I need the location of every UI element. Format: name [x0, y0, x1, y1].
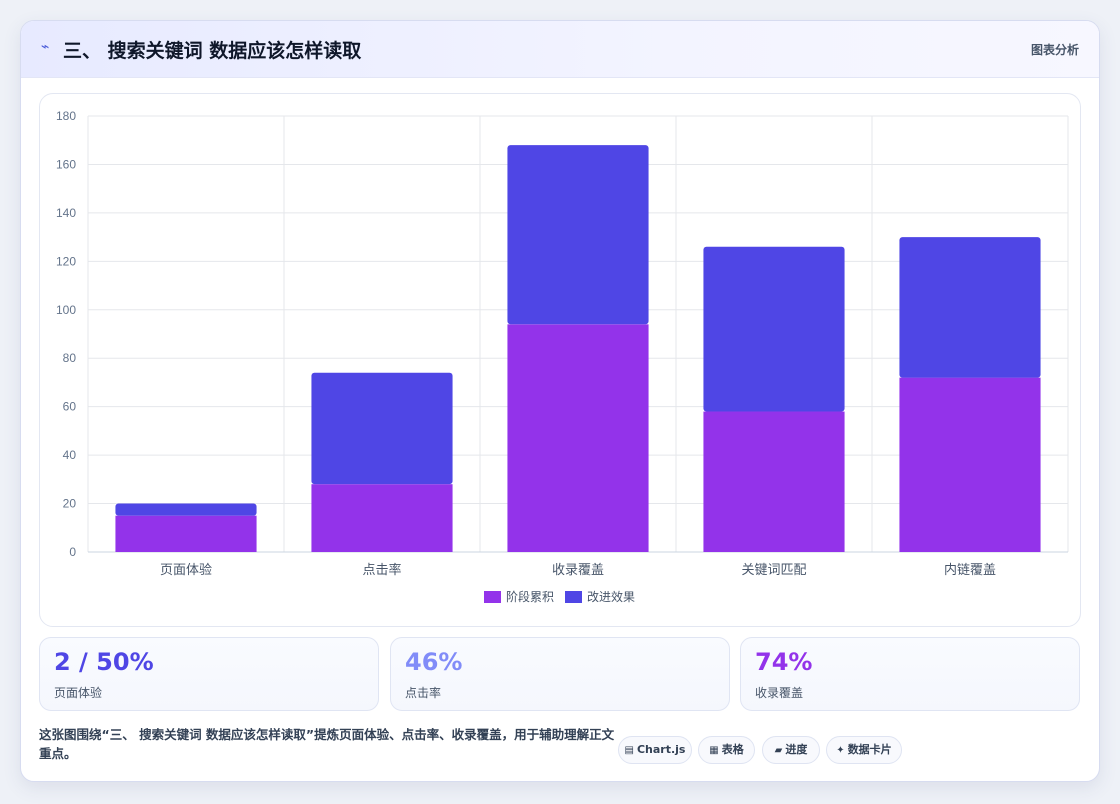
- chart-analysis-badge: 图表分析: [1030, 43, 1079, 57]
- stat-label: 点击率: [405, 686, 442, 700]
- stat-label: 页面体验: [54, 686, 103, 700]
- stat-value: 46%: [405, 648, 463, 676]
- bar-effect: [703, 246, 845, 412]
- stat-value: 74%: [755, 648, 813, 676]
- bar-effect: [311, 372, 453, 485]
- x-tick-label: 内链覆盖: [944, 562, 996, 578]
- chart-card: ⌁ 三、 搜索关键词 数据应该怎样读取 图表分析 0 20 40 60 80 100 120…: [20, 20, 1100, 782]
- bar-stage: [115, 515, 257, 552]
- bar-effect: [899, 237, 1041, 378]
- chip-label: Chart.js: [636, 743, 686, 756]
- card-header: ⌁ 三、 搜索关键词 数据应该怎样读取 图表分析: [21, 21, 1099, 78]
- x-tick-label: 关键词匹配: [741, 563, 806, 578]
- chip-table[interactable]: ▦ 表格: [698, 736, 755, 764]
- chip-label: 进度: [785, 743, 808, 756]
- chip-chartjs[interactable]: ▤ Chart.js: [618, 736, 692, 764]
- chart-description: 这张图围绕“三、 搜索关键词 数据应该怎样读取”提炼页面体验、点击率、收录覆盖，…: [39, 727, 615, 761]
- y-tick-label: 160: [56, 157, 76, 171]
- bar-stage: [507, 324, 649, 552]
- page-title: 三、 搜索关键词 数据应该怎样读取: [63, 40, 362, 62]
- bar-stage: [899, 377, 1041, 552]
- y-tick-label: 20: [63, 497, 77, 511]
- stacked-bar-chart: 0 20 40 60 80 100 120 140 160 180 页面体验 点击率 收录覆盖 关键词匹配…: [56, 109, 1069, 604]
- x-tick-label: 页面体验: [160, 562, 212, 578]
- stat-card-index-coverage: 74% 收录覆盖: [740, 637, 1080, 711]
- table-icon: ▦: [709, 745, 719, 756]
- y-tick-label: 0: [69, 545, 76, 559]
- chart-line-icon: ⌁: [41, 39, 50, 55]
- chip-progress[interactable]: ▰ 进度: [762, 736, 820, 764]
- y-tick-label: 40: [63, 448, 77, 462]
- y-tick-label: 180: [56, 109, 76, 123]
- y-tick-label: 140: [56, 206, 76, 220]
- stat-value: 2 / 50%: [54, 648, 154, 676]
- chip-data-card[interactable]: ✦ 数据卡片: [826, 736, 902, 764]
- x-tick-label: 收录覆盖: [552, 563, 604, 578]
- chart-icon: ▤: [624, 745, 634, 756]
- bar-stage: [311, 484, 453, 552]
- legend-label: 阶段累积: [506, 589, 554, 604]
- stat-card-ctr: 46% 点击率: [390, 637, 730, 711]
- bar-effect: [115, 503, 257, 516]
- stat-card-page-experience: 2 / 50% 页面体验: [39, 637, 379, 711]
- y-tick-label: 60: [63, 400, 77, 414]
- bar-stage: [703, 411, 845, 552]
- stat-label: 收录覆盖: [755, 686, 804, 700]
- chart-panel: 0 20 40 60 80 100 120 140 160 180 页面体验 点击率 收录覆盖 关键词匹配…: [39, 93, 1081, 627]
- x-tick-label: 点击率: [362, 562, 401, 578]
- legend-swatch: [565, 591, 582, 603]
- legend-label: 改进效果: [587, 589, 635, 604]
- y-tick-label: 100: [56, 303, 76, 317]
- chip-label: 表格: [721, 743, 744, 756]
- bar-effect: [507, 145, 649, 325]
- sparkle-icon: ✦: [836, 745, 845, 756]
- legend-swatch: [484, 591, 501, 603]
- y-tick-label: 120: [56, 254, 76, 268]
- progress-icon: ▰: [774, 745, 783, 756]
- y-tick-label: 80: [63, 351, 77, 365]
- chip-label: 数据卡片: [847, 743, 892, 756]
